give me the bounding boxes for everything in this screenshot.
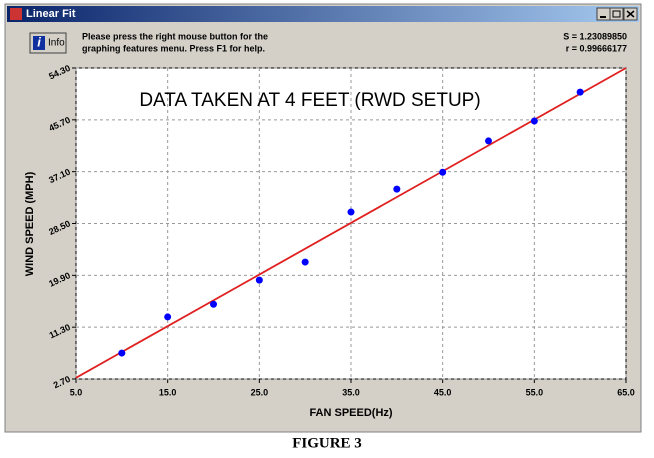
data-point — [576, 88, 584, 96]
help-text: graphing features menu. Press F1 for hel… — [82, 43, 265, 53]
maximize[interactable] — [609, 7, 624, 21]
x-tick-label: 35.0 — [342, 387, 360, 397]
x-tick-label: 15.0 — [159, 387, 177, 397]
x-tick-label: 5.0 — [70, 387, 83, 397]
x-tick-label: 55.0 — [526, 387, 544, 397]
caption: FIGURE 3 — [292, 435, 362, 451]
info-label: Info — [48, 38, 65, 49]
info-icon: i — [37, 34, 41, 49]
data-point — [118, 349, 126, 357]
help-text: Please press the right mouse button for … — [82, 31, 268, 41]
x-tick-label: 25.0 — [251, 387, 269, 397]
maximize-glyph — [612, 10, 621, 18]
close-glyph — [626, 10, 635, 18]
annotation: DATA TAKEN AT 4 FEET (RWD SETUP) — [139, 90, 480, 111]
x-tick-label: 45.0 — [434, 387, 452, 397]
info-button[interactable]: i Info — [29, 32, 67, 54]
data-point — [530, 117, 538, 125]
data-point — [301, 258, 309, 266]
stat-r: r = 0.99666177 — [566, 43, 627, 53]
data-point — [347, 208, 355, 216]
app-icon — [10, 8, 22, 20]
data-point — [164, 313, 172, 321]
data-point — [439, 168, 447, 176]
data-point — [393, 185, 401, 193]
x-tick-label: 65.0 — [617, 387, 635, 397]
window-controls[interactable] — [596, 7, 638, 21]
info-icon-box — [33, 36, 45, 50]
x-axis-label: FAN SPEED(Hz) — [309, 407, 392, 419]
data-point — [485, 137, 492, 145]
window-title: Linear Fit — [26, 8, 76, 20]
data-point — [255, 276, 263, 284]
y-axis-label: WIND SPEED (MPH) — [24, 171, 36, 276]
minimize[interactable] — [596, 7, 611, 21]
title-bar — [7, 6, 639, 22]
data-point — [210, 300, 217, 308]
stat-s: S = 1.23089850 — [563, 31, 627, 41]
